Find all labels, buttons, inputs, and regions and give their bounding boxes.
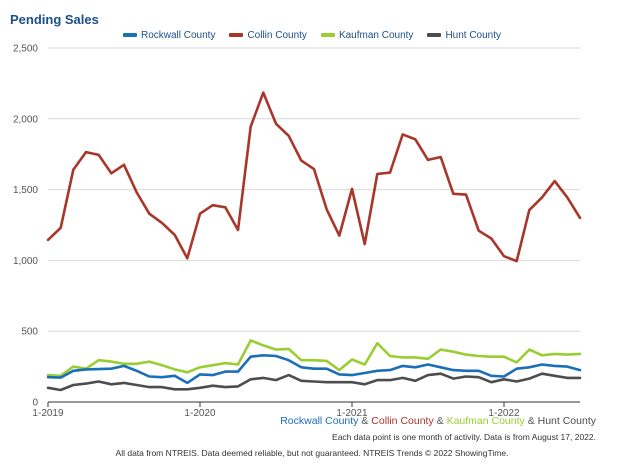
y-tick-label: 2,000 — [13, 114, 38, 125]
legend-label: Rockwall County — [140, 30, 216, 41]
y-tick-label: 2,500 — [13, 44, 38, 55]
y-tick-label: 1,500 — [13, 185, 38, 196]
y-tick-label: 1,000 — [13, 256, 38, 267]
series-line-collin-county — [46, 91, 582, 263]
x-tick-label: 1-2020 — [184, 408, 216, 419]
footer-disclaimer: All data from NTREIS. Data deemed reliab… — [115, 448, 509, 458]
legend-item: Collin County — [229, 30, 307, 41]
y-tick-label: 500 — [21, 327, 38, 338]
footer-county-name: Kaufman County — [446, 415, 525, 427]
gridlines — [48, 47, 580, 332]
y-axis-tick-labels: 0 500 1,000 1,500 2,000 2,500 — [13, 44, 38, 409]
chart-title: Pending Sales — [10, 12, 99, 27]
legend: Rockwall County Collin County Kaufman Coun… — [0, 30, 624, 41]
footer-county-name: Rockwall County — [280, 415, 359, 427]
legend-swatch — [427, 33, 442, 38]
footer-county-names: Rockwall County & Collin County & Kaufma… — [280, 415, 596, 427]
x-axis: 1-2019 1-2020 1-2021 1-2022 — [32, 401, 580, 419]
series-line-kaufman-county — [46, 339, 582, 378]
footer-separator: & — [358, 415, 372, 427]
x-tick-label: 1-2022 — [488, 408, 520, 419]
legend-label: Collin County — [247, 30, 307, 41]
legend-label: Hunt County — [445, 30, 502, 41]
legend-swatch — [122, 33, 137, 38]
footer-separator: & — [524, 415, 538, 427]
legend-item: Hunt County — [427, 30, 501, 41]
y-tick-label: 0 — [32, 398, 38, 409]
legend-swatch — [320, 33, 335, 38]
footer-county-name: Hunt County — [537, 415, 596, 427]
footer-note: Each data point is one month of activity… — [332, 432, 596, 442]
series-line-rockwall-county — [46, 353, 582, 385]
legend-label: Kaufman County — [338, 30, 414, 41]
x-tick-label: 1-2019 — [32, 408, 64, 419]
legend-item: Rockwall County — [122, 30, 216, 41]
footer-separator: & — [433, 415, 447, 427]
x-tick-label: 1-2021 — [336, 408, 368, 419]
series-line-hunt-county — [46, 372, 582, 392]
legend-swatch — [229, 33, 244, 38]
legend-item: Kaufman County — [320, 30, 414, 41]
footer-county-name: Collin County — [371, 415, 434, 427]
series-lines — [46, 91, 582, 392]
